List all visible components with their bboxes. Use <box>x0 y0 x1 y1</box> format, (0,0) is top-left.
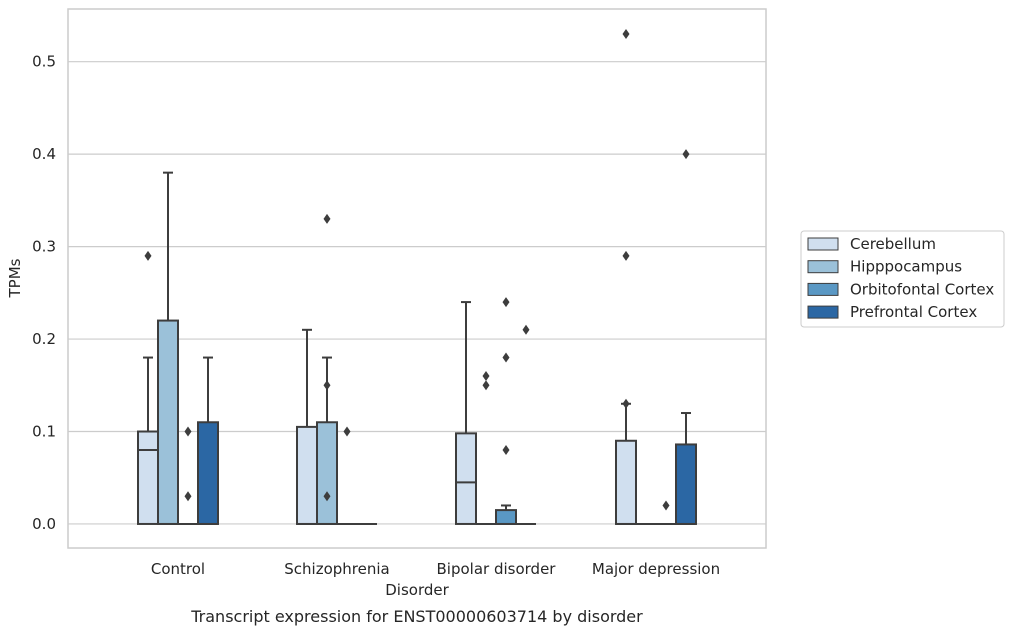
outlier-point <box>184 491 192 502</box>
box-layer <box>137 28 697 525</box>
outlier-point <box>144 250 152 261</box>
legend-swatch <box>807 237 839 251</box>
outlier-point <box>482 380 490 391</box>
box-body <box>675 443 697 525</box>
legend-item: Hipppocampus <box>807 258 962 276</box>
box-3-0 <box>197 356 219 525</box>
chart-caption: Transcript expression for ENST0000060371… <box>190 607 643 626</box>
y-tick-labels: 0.0 0.1 0.2 0.3 0.4 0.5 <box>32 53 56 533</box>
plot-background <box>68 9 766 548</box>
x-axis-label: Disorder <box>385 581 449 599</box>
box-body <box>316 421 338 525</box>
box-1-2 <box>476 371 496 525</box>
legend-label: Orbitofontal Cortex <box>850 280 994 298</box>
box-3-3 <box>675 149 697 525</box>
legend-swatch <box>807 282 839 296</box>
legend-label: Hipppocampus <box>850 258 962 276</box>
box-2-2 <box>495 297 517 525</box>
box-body <box>157 319 179 525</box>
box-3-2 <box>516 324 536 525</box>
box-2-1 <box>337 426 357 525</box>
outlier-point <box>522 324 530 335</box>
outlier-point <box>323 380 331 391</box>
box-0-1 <box>296 328 318 525</box>
outlier-point <box>323 491 331 502</box>
outlier-point <box>502 352 510 363</box>
outlier-point <box>502 297 510 308</box>
box-0-3 <box>615 28 637 525</box>
box-body <box>615 439 637 525</box>
legend-frame <box>800 230 1005 328</box>
box-body <box>455 432 477 525</box>
box-body <box>137 430 159 525</box>
outlier-point <box>323 213 331 224</box>
y-tick-label: 0.5 <box>32 53 56 71</box>
box-2-0 <box>178 426 198 525</box>
y-axis-label: TPMs <box>6 258 24 298</box>
outlier-point <box>502 445 510 455</box>
y-tick-label: 0.2 <box>32 330 56 348</box>
legend: Cerebellum Hipppocampus Orbitofontal Corte… <box>800 230 1005 328</box>
box-body <box>296 425 318 525</box>
legend-item: Orbitofontal Cortex <box>807 280 994 298</box>
outlier-point <box>682 149 690 160</box>
outlier-point <box>343 426 351 437</box>
y-tick-label: 0.4 <box>32 145 56 163</box>
legend-item: Cerebellum <box>807 235 936 253</box>
box-1-0 <box>157 171 179 525</box>
box-body <box>197 421 219 525</box>
y-tick-label: 0.0 <box>32 515 56 533</box>
box-1-1 <box>316 213 338 525</box>
outlier-point <box>622 250 630 261</box>
x-tick-labels: Control Schizophrenia Bipolar disorder Majo… <box>151 560 720 578</box>
x-tick-label: Schizophrenia <box>284 560 389 578</box>
outlier-point <box>622 28 630 39</box>
y-tick-label: 0.1 <box>32 423 56 441</box>
plot-frame <box>67 8 767 549</box>
x-tick-label: Control <box>151 560 205 578</box>
outlier-point <box>482 371 490 382</box>
box-2-3 <box>656 500 676 525</box>
legend-label: Prefrontal Cortex <box>850 303 977 321</box>
y-tick-label: 0.3 <box>32 238 56 256</box>
box-0-2 <box>455 301 477 525</box>
outlier-point <box>662 500 670 511</box>
outlier-point <box>622 398 630 409</box>
outlier-point <box>184 426 192 437</box>
legend-swatch <box>807 305 839 319</box>
legend-swatch <box>807 260 839 274</box>
legend-label: Cerebellum <box>850 235 936 253</box>
x-tick-label: Bipolar disorder <box>437 560 557 578</box>
legend-item: Prefrontal Cortex <box>807 303 977 321</box>
x-tick-label: Major depression <box>592 560 720 578</box>
box-body <box>495 509 517 525</box>
box-0-0 <box>137 250 159 525</box>
